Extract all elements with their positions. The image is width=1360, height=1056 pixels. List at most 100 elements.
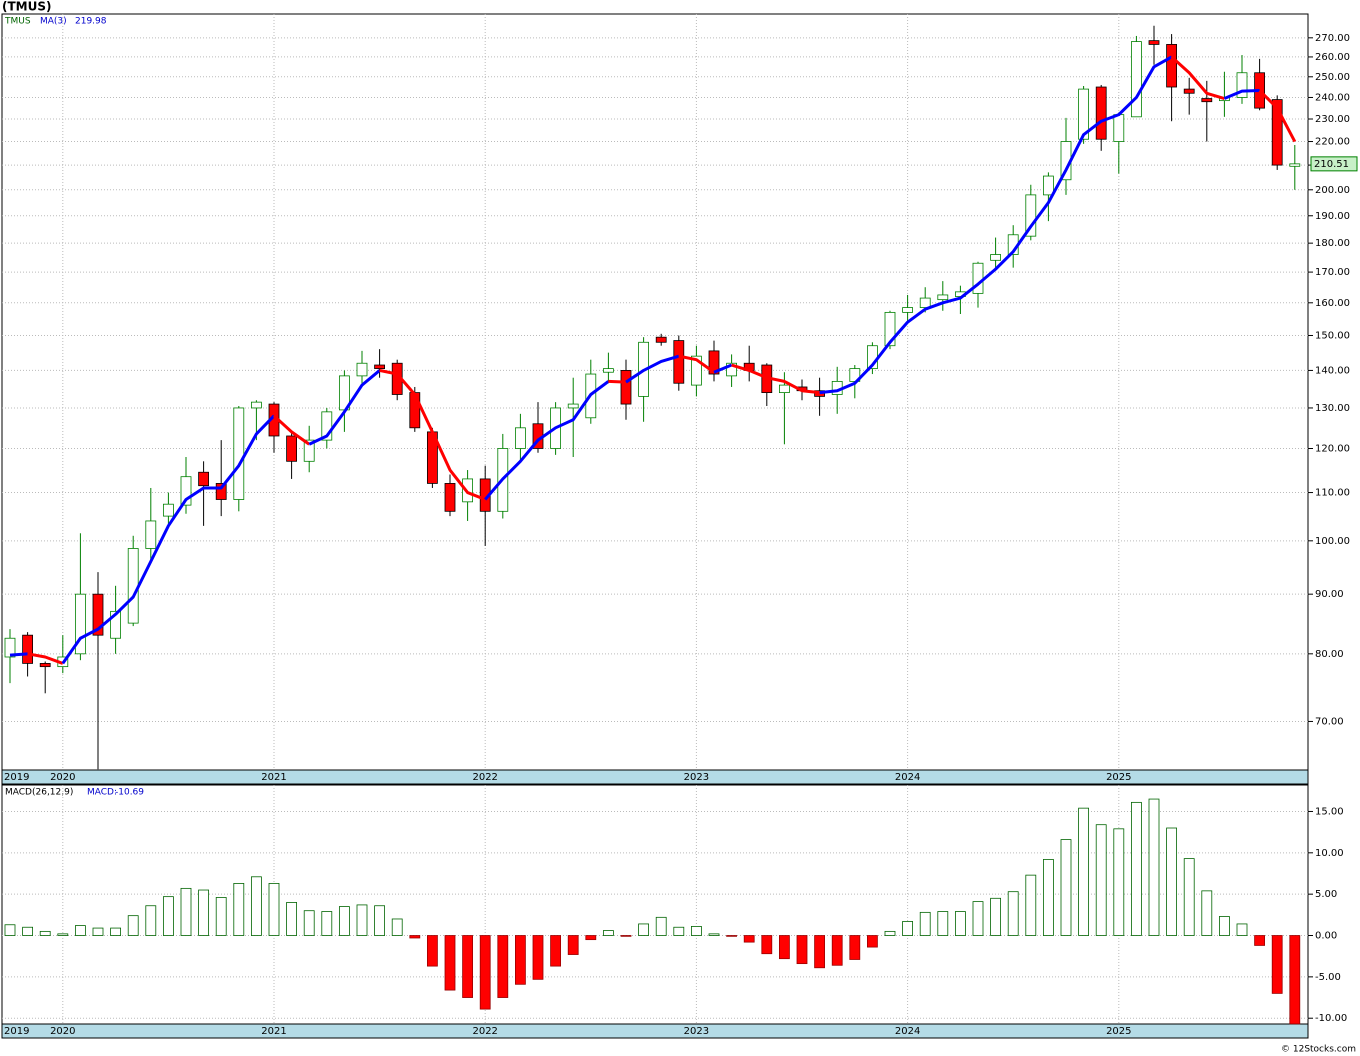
ticker-label: TMUS (4, 17, 31, 27)
y-tick-label: 230.00 (1315, 114, 1350, 125)
x-tick-label: 2019 (4, 1026, 29, 1037)
macd-bar (585, 935, 597, 941)
macd-bar (638, 923, 649, 936)
macd-value: -10.69 (115, 788, 144, 798)
macd-bar (321, 911, 333, 936)
candle-body (321, 411, 333, 441)
ma-line (9, 652, 28, 657)
macd-bar (796, 935, 808, 965)
y-tick-label: 170.00 (1315, 267, 1350, 278)
macd-bar (303, 910, 315, 936)
candle-body (937, 294, 949, 301)
macd-bar (691, 926, 702, 936)
candle-body (215, 483, 227, 500)
candle-body (1078, 88, 1089, 140)
y-tick-label: 200.00 (1315, 185, 1350, 196)
macd-bar (620, 935, 632, 937)
candle-body (902, 307, 913, 313)
candle-body (726, 362, 737, 377)
x-tick-label: 2019 (4, 772, 29, 783)
y-tick-label: 100.00 (1315, 536, 1350, 547)
x-tick-label: 2020 (50, 1026, 75, 1037)
y-tick-label: 80.00 (1315, 649, 1344, 660)
y-tick-label: 110.00 (1315, 488, 1350, 499)
candle-body (884, 311, 896, 347)
macd-bar (1148, 798, 1160, 936)
y-tick-label: 15.00 (1315, 806, 1344, 817)
macd-bar (75, 925, 86, 936)
candle-body (1131, 41, 1142, 118)
macd-bar (426, 935, 438, 967)
candle-body (620, 370, 632, 405)
candle-body (180, 476, 192, 506)
candle-body (919, 297, 931, 308)
macd-bar (57, 933, 69, 936)
y-tick-label: 5.00 (1315, 889, 1337, 900)
x-tick-label: 2022 (472, 1026, 497, 1037)
last-price-box (1310, 156, 1358, 172)
y-tick-label: 140.00 (1315, 365, 1350, 376)
macd-bar (145, 905, 157, 936)
macd-bar (867, 935, 878, 948)
macd-bar (4, 924, 16, 936)
y-tick-label: 270.00 (1315, 33, 1350, 44)
candle-body (567, 403, 579, 409)
candle-body (1113, 114, 1125, 142)
candle-body (374, 364, 386, 370)
y-tick-label: -10.00 (1315, 1013, 1347, 1024)
macd-bar (1060, 839, 1072, 936)
macd-bar (444, 935, 456, 991)
ma-line (27, 652, 64, 665)
macd-bar (1007, 891, 1019, 936)
macd-bar (338, 906, 350, 936)
candle-body (303, 439, 315, 462)
macd-bar (761, 935, 773, 955)
macd-bar (972, 901, 984, 936)
macd-bar (726, 935, 737, 937)
x-tick-label: 2021 (261, 772, 286, 783)
y-tick-label: 70.00 (1315, 716, 1344, 727)
macd-bar (1043, 859, 1054, 936)
macd-bar (743, 935, 755, 943)
ma-line (678, 354, 715, 374)
x-tick-label: 2020 (50, 772, 75, 783)
macd-bar (532, 935, 544, 980)
x-tick-label: 2023 (684, 772, 709, 783)
candle-body (655, 336, 667, 343)
y-tick-label: 190.00 (1315, 211, 1350, 222)
macd-bar (919, 911, 931, 936)
macd-bar (479, 935, 491, 1010)
macd-bar (268, 883, 280, 936)
macd-bar (127, 915, 139, 936)
macd-bar (655, 916, 667, 936)
macd-bar (497, 935, 509, 998)
macd-bar (286, 902, 298, 936)
macd-bar (673, 926, 685, 936)
ma-label: MA(3) (40, 17, 67, 27)
y-tick-label: 120.00 (1315, 443, 1350, 454)
candle-body (691, 355, 702, 386)
ma-line (61, 414, 276, 665)
macd-bar (884, 930, 896, 936)
y-tick-label: 180.00 (1315, 238, 1350, 249)
macd-bar (1183, 858, 1195, 936)
last-price: 210.51 (1314, 159, 1349, 170)
y-tick-label: 240.00 (1315, 92, 1350, 103)
macd-bar (814, 935, 825, 969)
candle-body (1148, 40, 1160, 45)
macd-bar (180, 887, 192, 936)
macd-bar (603, 930, 614, 936)
candle-body (162, 503, 174, 517)
candle-body (233, 407, 245, 500)
ma-line (819, 55, 1173, 395)
ma-line (272, 414, 311, 446)
macd-bar (831, 935, 843, 966)
x-axis-strip (1, 1023, 1309, 1039)
candle-body (1183, 88, 1195, 94)
macd-bar (92, 927, 104, 936)
y-tick-label: 250.00 (1315, 72, 1350, 83)
candle-body (515, 427, 526, 449)
x-tick-label: 2025 (1106, 1026, 1131, 1037)
x-axis-strip (1, 769, 1309, 785)
